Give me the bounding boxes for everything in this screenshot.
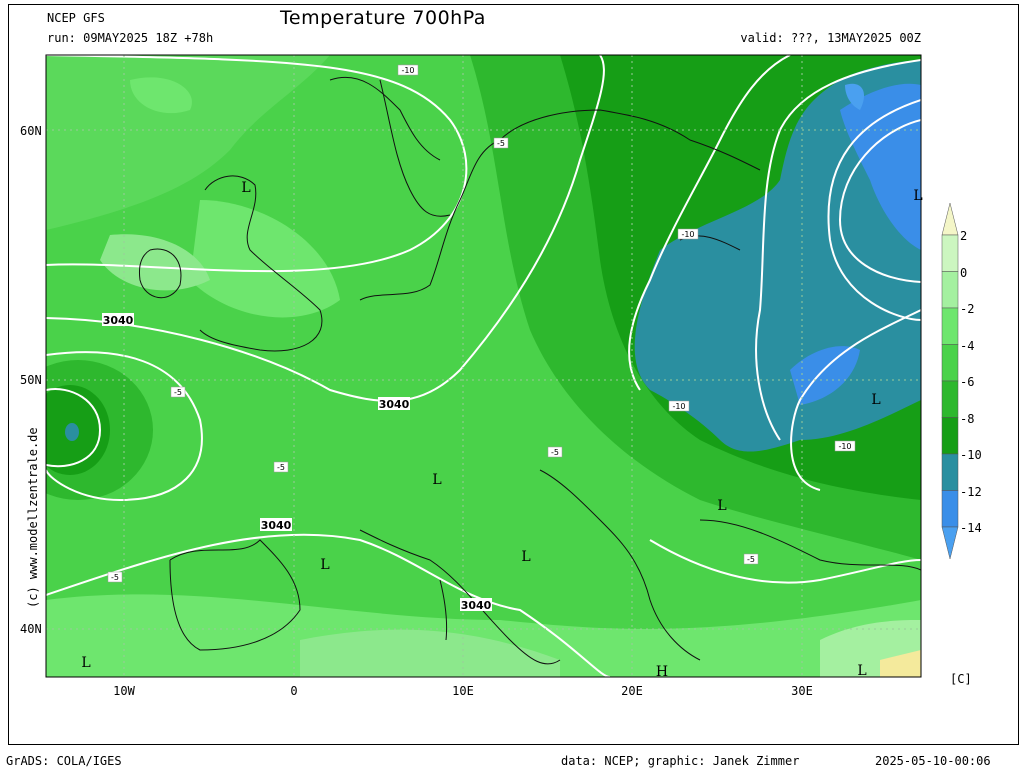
colorbar-swatch	[941, 417, 959, 455]
lon-label-30e: 30E	[791, 684, 813, 698]
colorbar-swatch	[941, 271, 959, 309]
height-contour-labels: 3040 3040 3040 3040	[102, 313, 492, 612]
temp-label-box	[493, 137, 509, 149]
colorbar	[941, 202, 959, 560]
colorbar-tick-label: -10	[960, 448, 982, 462]
temp-label-box	[743, 553, 759, 565]
temp-label: -5	[277, 463, 285, 472]
height-label-box	[460, 598, 492, 611]
colorbar-swatch	[941, 307, 959, 345]
colorbar-swatch	[941, 344, 959, 382]
colorbar-tick-label: -8	[960, 411, 975, 426]
temp-label: -10	[401, 66, 414, 75]
low-pressure-mark: L	[81, 655, 90, 671]
height-label-box	[102, 313, 134, 326]
temp-label: -5	[174, 388, 182, 397]
lat-label-60n: 60N	[20, 124, 42, 138]
colorbar-tick-label: 2	[960, 229, 968, 243]
colorbar-top-arrow	[941, 202, 959, 236]
colorbar-tick-label: -14	[960, 521, 982, 535]
figure-frame	[8, 4, 1019, 745]
temp-label: -10	[672, 402, 685, 411]
temp-label-box	[397, 64, 419, 76]
temp-label: -5	[111, 573, 119, 582]
lon-label-10w: 10W	[113, 684, 135, 698]
height-label: 3040	[103, 314, 134, 327]
colorbar-tick-label: 0	[960, 265, 968, 280]
lat-label-50n: 50N	[20, 373, 42, 387]
low-pressure-mark: L	[320, 557, 329, 573]
low-pressure-mark: L	[717, 498, 726, 514]
lon-label-0: 0	[290, 684, 298, 698]
lon-label-20e: 20E	[621, 684, 643, 698]
colorbar-swatch	[941, 380, 959, 418]
low-pressure-mark: L	[871, 392, 880, 408]
colorbar-swatch	[941, 453, 959, 491]
valid-time: valid: ???, 13MAY2025 00Z	[740, 31, 921, 45]
footer-software: GrADS: COLA/IGES	[6, 754, 122, 768]
high-pressure-mark: H	[656, 664, 668, 680]
watermark: (c) www.modellzentrale.de	[26, 427, 40, 608]
colorbar-tick-label: -12	[960, 484, 982, 499]
run-info: run: 09MAY2025 18Z +78h	[47, 31, 214, 45]
temp-label: -10	[838, 442, 851, 451]
temp-label-box	[677, 228, 699, 240]
height-label-box	[260, 518, 292, 531]
temp-label-box	[668, 400, 690, 412]
footer-credits: data: NCEP; graphic: Janek Zimmer	[561, 754, 800, 768]
height-label: 3040	[379, 398, 410, 411]
lon-label-10e: 10E	[452, 684, 474, 698]
low-pressure-mark: L	[857, 663, 866, 679]
low-pressure-mark: L	[913, 188, 922, 204]
temp-label-box	[834, 440, 856, 452]
chart-title: Temperature 700hPa	[280, 7, 486, 29]
low-pressure-mark: L	[521, 549, 530, 565]
colorbar-tick-label: -4	[960, 338, 975, 353]
units-label: [C]	[950, 672, 972, 686]
colorbar-bottom-arrow	[941, 526, 959, 560]
temperature-contour-labels: -5-5-5-5-5-5-5-10-10-10-10	[107, 64, 856, 583]
height-label: 3040	[261, 519, 292, 532]
footer-timestamp: 2025-05-10-00:06	[875, 754, 991, 768]
temp-label: -5	[497, 139, 505, 148]
model-name: NCEP GFS	[47, 11, 105, 25]
temp-label-box	[107, 571, 123, 583]
low-pressure-mark: L	[432, 472, 441, 488]
colorbar-tick-label: -2	[960, 302, 975, 316]
temp-label: -5	[747, 555, 755, 564]
colorbar-tick-label: -6	[960, 375, 975, 389]
low-pressure-mark: L	[241, 180, 250, 196]
colorbar-swatch	[941, 234, 959, 272]
lat-label-40n: 40N	[20, 622, 42, 636]
pressure-centre-marks: L L L L L L L L L H	[81, 180, 922, 680]
temperature-field	[46, 55, 921, 677]
temp-label-box	[170, 386, 186, 398]
temp-label: -10	[681, 230, 694, 239]
height-label-box	[378, 397, 410, 410]
height-label: 3040	[461, 599, 492, 612]
temp-label: -5	[551, 448, 559, 457]
temp-label-box	[547, 446, 563, 458]
temp-label-box	[273, 461, 289, 473]
colorbar-swatch	[941, 490, 959, 528]
